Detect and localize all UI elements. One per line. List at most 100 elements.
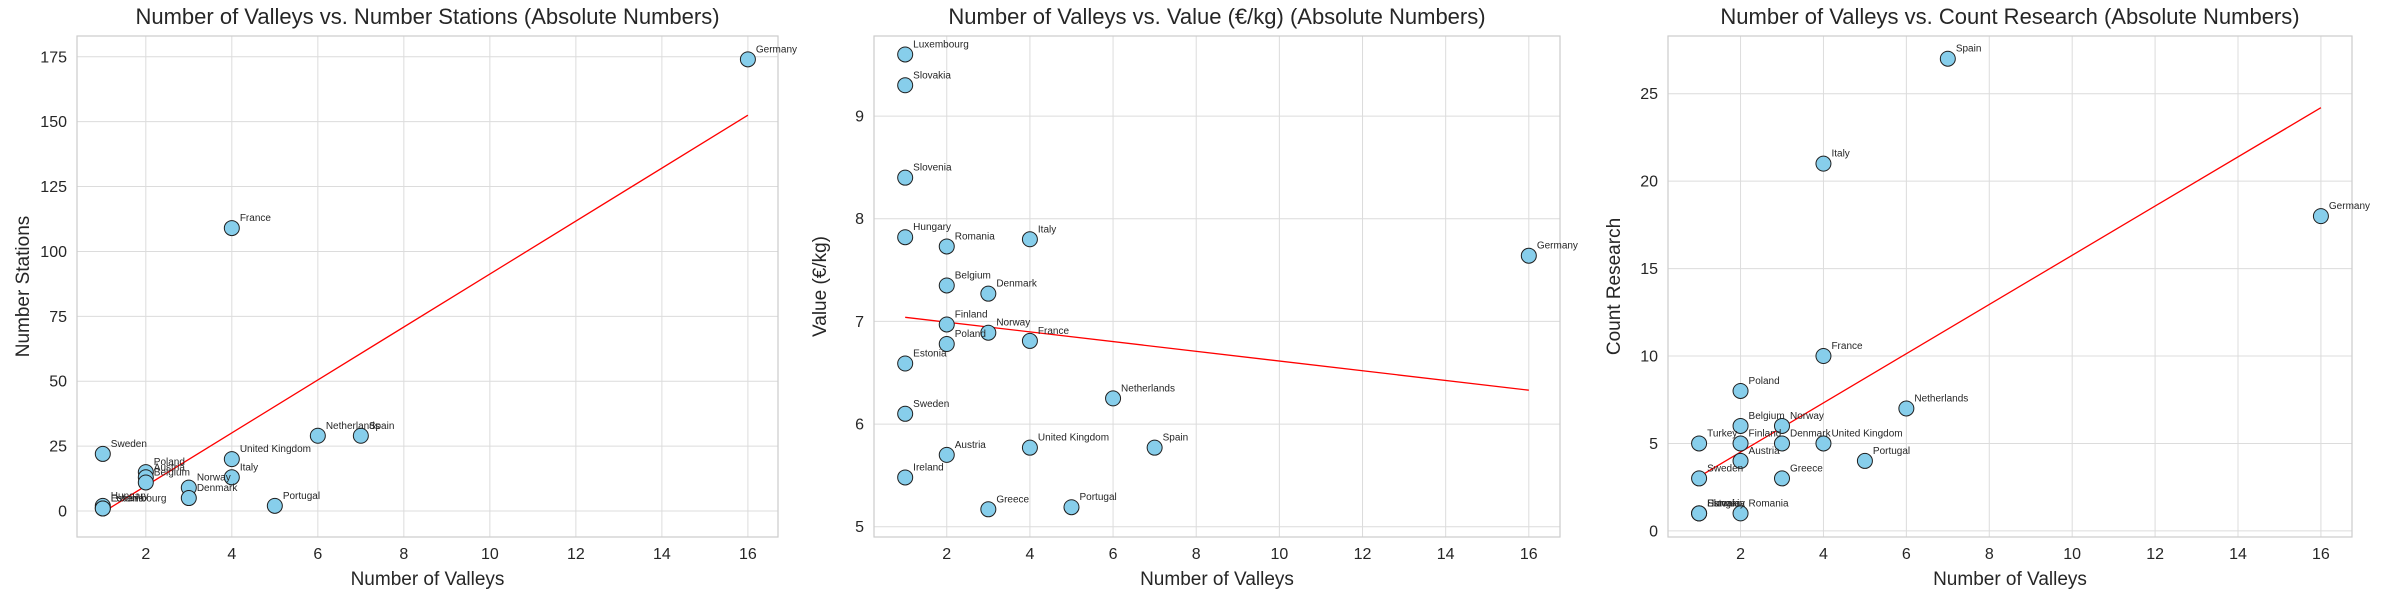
data-label-denmark: Denmark: [197, 483, 239, 494]
data-label-spain: Spain: [1163, 433, 1189, 444]
data-label-slovakia: Slovakia: [913, 70, 951, 81]
data-label-finland: Finland: [1749, 428, 1782, 439]
data-point-netherlands: [1898, 400, 1915, 417]
data-label-germany: Germany: [756, 44, 797, 55]
x-axis-label: Number of Valleys: [1933, 569, 2087, 590]
data-point-spain: [1939, 50, 1956, 67]
x-tick-label: 10: [2063, 546, 2081, 563]
trend-line: [1698, 107, 2322, 478]
data-label-slovakia: Slovakia: [1707, 498, 1745, 509]
y-tick-label: 125: [40, 179, 67, 196]
data-label-estonia: Estonia: [111, 493, 145, 504]
data-label-germany: Germany: [1537, 241, 1578, 252]
plot-frame: [1667, 35, 2353, 538]
data-point-luxembourg: [897, 46, 914, 63]
data-point-france: [223, 220, 240, 237]
x-axis-label: Number of Valleys: [351, 569, 505, 590]
data-point-sweden: [897, 405, 914, 422]
x-tick-label: 2: [1736, 546, 1745, 563]
data-point-ireland: [897, 469, 914, 486]
data-point-poland: [938, 335, 955, 352]
data-label-poland: Poland: [154, 457, 185, 468]
data-point-luxembourg: [94, 500, 111, 517]
data-label-sweden: Sweden: [1707, 463, 1743, 474]
data-point-romania: [938, 238, 955, 255]
y-tick-label: 15: [1640, 261, 1658, 278]
data-label-france: France: [1831, 341, 1863, 352]
y-tick-label: 50: [49, 374, 67, 391]
x-tick-label: 4: [1819, 546, 1828, 563]
data-point-greece: [980, 501, 997, 518]
data-label-united-kingdom: United Kingdom: [1038, 433, 1109, 444]
plot-frame: [873, 35, 1561, 538]
data-point-slovenia: [897, 169, 914, 186]
data-label-poland: Poland: [955, 329, 986, 340]
data-point-estonia: [1691, 505, 1708, 522]
data-label-portugal: Portugal: [1079, 492, 1116, 503]
y-tick-label: 25: [49, 439, 67, 456]
x-tick-label: 6: [1902, 546, 1911, 563]
chart-title: Number of Valleys vs. Count Research (Ab…: [1720, 4, 2299, 29]
y-tick-label: 5: [1649, 436, 1658, 453]
data-point-germany: [2312, 208, 2329, 225]
plot-frame: [76, 35, 779, 538]
data-point-romania: [1732, 505, 1749, 522]
data-point-denmark: [1774, 435, 1790, 452]
data-label-luxembourg: Luxembourg: [913, 39, 969, 50]
x-tick-label: 2: [141, 546, 150, 563]
data-point-portugal: [1856, 452, 1873, 469]
data-point-germany: [739, 51, 756, 68]
x-tick-label: 6: [1109, 546, 1118, 563]
data-label-spain: Spain: [369, 421, 395, 432]
data-label-estonia: Estonia: [1707, 498, 1741, 509]
data-point-turkey: [1691, 435, 1708, 452]
data-point-austria: [1732, 452, 1749, 469]
data-label-austria: Austria: [955, 440, 987, 451]
data-point-denmark: [180, 490, 197, 507]
data-label-norway: Norway: [1790, 411, 1824, 422]
data-label-france: France: [1038, 326, 1070, 337]
data-point-italy: [1021, 231, 1038, 248]
data-point-spain: [352, 427, 369, 444]
data-point-sweden: [1691, 470, 1708, 487]
y-tick-label: 9: [855, 109, 864, 126]
data-point-hungary: [897, 229, 914, 246]
y-tick-label: 20: [1640, 174, 1658, 191]
chart-1: 2 4 6 8 10 12 14 16 0 25 50 75 100 125 150 175 Number of…: [13, 4, 797, 590]
data-point-italy: [1815, 155, 1832, 172]
data-label-ireland: Ireland: [913, 462, 944, 473]
data-point-poland: [1732, 382, 1749, 399]
data-label-turkey: Turkey: [1707, 428, 1737, 439]
data-label-romania: Romania: [955, 231, 995, 242]
data-label-greece: Greece: [1790, 463, 1823, 474]
data-label-hungary: Hungary: [913, 222, 951, 233]
data-label-austria: Austria: [1749, 446, 1781, 457]
data-point-austria: [938, 446, 955, 463]
trend-line: [905, 316, 1529, 391]
x-tick-label: 14: [1437, 546, 1455, 563]
y-tick-label: 6: [855, 417, 864, 434]
data-point-norway: [1774, 417, 1790, 434]
x-tick-label: 6: [313, 546, 322, 563]
x-tick-label: 12: [567, 546, 585, 563]
data-label-belgium: Belgium: [1749, 411, 1785, 422]
y-axis-label: Count Research: [1604, 218, 1625, 355]
data-point-norway: [980, 324, 997, 341]
data-point-united-kingdom: [223, 451, 240, 468]
x-tick-label: 14: [653, 546, 671, 563]
data-point-sweden: [94, 445, 111, 462]
data-point-germany: [1520, 247, 1537, 264]
x-tick-label: 10: [481, 546, 499, 563]
data-point-spain: [1146, 439, 1163, 456]
y-tick-label: 0: [1649, 523, 1658, 540]
x-tick-label: 12: [1354, 546, 1372, 563]
data-label-germany: Germany: [2329, 201, 2370, 212]
data-point-united-kingdom: [1021, 439, 1038, 456]
y-tick-label: 75: [49, 309, 67, 326]
data-label-italy: Italy: [240, 462, 258, 473]
data-point-belgium: [1732, 417, 1749, 434]
data-label-sweden: Sweden: [111, 439, 147, 450]
y-tick-label: 8: [855, 211, 864, 228]
data-label-italy: Italy: [1038, 224, 1056, 235]
